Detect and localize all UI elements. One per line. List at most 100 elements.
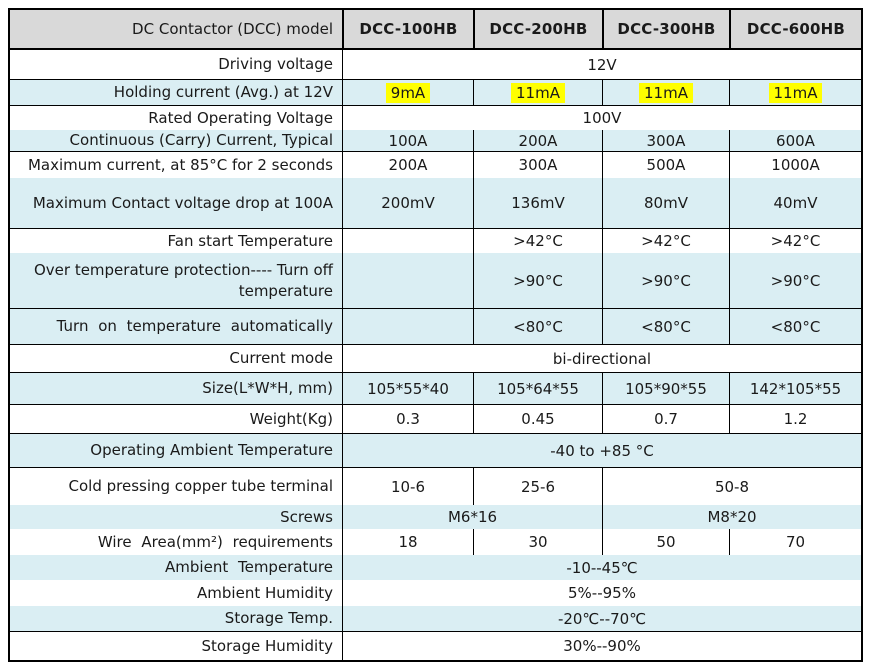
row-label: Wire Area(mm²) requirements <box>97 532 333 551</box>
highlighted-value: 11mA <box>639 82 693 103</box>
row-value-span: -20℃--70℃ <box>342 606 861 631</box>
row-cell: 1.2 <box>729 405 861 433</box>
highlighted-value: 9mA <box>385 82 431 103</box>
table-row-current-mode: Current mode bi-directional <box>10 345 861 373</box>
table-row-storage-temp: Storage Temp. -20℃--70℃ <box>10 606 861 632</box>
row-cell: 9mA <box>342 80 473 105</box>
table-row-weight: Weight(Kg) 0.3 0.45 0.7 1.2 <box>10 405 861 434</box>
row-label: Driving voltage <box>218 55 333 74</box>
table-row-fan-start-temperature: Fan start Temperature >42°C >42°C >42°C <box>10 229 861 253</box>
row-cell: >90°C <box>473 253 602 308</box>
row-cell: <80°C <box>602 309 729 344</box>
row-cell: 25-6 <box>473 468 602 505</box>
table-row-holding-current: Holding current (Avg.) at 12V 9mA 11mA 1… <box>10 80 861 106</box>
table-row-maximum-current: Maximum current, at 85°C for 2 seconds 2… <box>10 152 861 178</box>
row-label: Maximum current, at 85°C for 2 seconds <box>27 155 333 174</box>
table-row-operating-ambient-temp: Operating Ambient Temperature -40 to +85… <box>10 434 861 468</box>
header-dcc-100hb: DCC-100HB <box>342 10 473 48</box>
table-row-screws: Screws M6*16 M8*20 <box>10 505 861 529</box>
row-cell-empty <box>342 229 473 253</box>
row-cell: 70 <box>729 529 861 555</box>
row-label: Maximum Contact voltage drop at 100A <box>32 193 333 212</box>
row-cell: 10-6 <box>342 468 473 505</box>
row-label: Storage Humidity <box>201 636 333 655</box>
row-label: Continuous (Carry) Current, Typical <box>69 131 333 150</box>
table-row-copper-tube-terminal: Cold pressing copper tube terminal 10-6 … <box>10 468 861 505</box>
row-cell: 105*55*40 <box>342 373 473 404</box>
table-row-turn-on-temperature: Turn on temperature automatically <80°C … <box>10 309 861 345</box>
row-cell: 200A <box>473 130 602 151</box>
table-row-storage-humidity: Storage Humidity 30%--90% <box>10 632 861 660</box>
row-cell: 200A <box>342 152 473 178</box>
row-cell-span: M8*20 <box>602 505 861 529</box>
row-cell: 80mV <box>602 178 729 228</box>
row-cell: 500A <box>602 152 729 178</box>
row-cell: 136mV <box>473 178 602 228</box>
row-label: Cold pressing copper tube terminal <box>68 477 334 496</box>
row-label: Holding current (Avg.) at 12V <box>113 83 333 102</box>
row-cell: 11mA <box>729 80 861 105</box>
row-cell: <80°C <box>729 309 861 344</box>
row-cell: 11mA <box>473 80 602 105</box>
row-cell: 600A <box>729 130 861 151</box>
header-dcc-300hb: DCC-300HB <box>602 10 729 48</box>
row-value-span: 5%--95% <box>342 580 861 606</box>
row-label: Ambient Temperature <box>165 558 333 577</box>
row-cell: <80°C <box>473 309 602 344</box>
dcc-spec-table: DC Contactor (DCC) model DCC-100HB DCC-2… <box>8 8 863 662</box>
row-label: Current mode <box>229 349 333 368</box>
row-cell: 18 <box>342 529 473 555</box>
table-row-ambient-humidity: Ambient Humidity 5%--95% <box>10 580 861 606</box>
row-label: Screws <box>280 507 333 526</box>
row-cell: 1000A <box>729 152 861 178</box>
row-label: Fan start Temperature <box>167 231 333 250</box>
row-cell: >42°C <box>602 229 729 253</box>
row-value-span: 30%--90% <box>342 632 861 660</box>
row-cell: 11mA <box>602 80 729 105</box>
highlighted-value: 11mA <box>511 82 565 103</box>
table-row-size: Size(L*W*H, mm) 105*55*40 105*64*55 105*… <box>10 373 861 405</box>
row-label: Operating Ambient Temperature <box>90 441 333 460</box>
row-value-span: 12V <box>342 50 861 79</box>
row-cell-span: M6*16 <box>342 505 602 529</box>
table-row-continuous-current: Continuous (Carry) Current, Typical 100A… <box>10 130 861 152</box>
row-cell: 30 <box>473 529 602 555</box>
row-cell: 50 <box>602 529 729 555</box>
row-cell: >90°C <box>602 253 729 308</box>
table-row-rated-voltage: Rated Operating Voltage 100V <box>10 106 861 130</box>
row-cell: 0.7 <box>602 405 729 433</box>
header-model-label: DC Contactor (DCC) model <box>132 19 333 38</box>
row-cell: >42°C <box>473 229 602 253</box>
row-label: Storage Temp. <box>224 609 333 628</box>
row-cell: 40mV <box>729 178 861 228</box>
row-value-span: 100V <box>342 106 861 130</box>
row-cell: 300A <box>602 130 729 151</box>
row-label: Over temperature protection---- Turn off… <box>33 261 333 300</box>
row-cell: >90°C <box>729 253 861 308</box>
row-cell: 0.45 <box>473 405 602 433</box>
table-header-row: DC Contactor (DCC) model DCC-100HB DCC-2… <box>10 10 861 50</box>
row-cell-empty <box>342 309 473 344</box>
table-row-contact-voltage-drop: Maximum Contact voltage drop at 100A 200… <box>10 178 861 229</box>
row-cell: 105*64*55 <box>473 373 602 404</box>
row-cell: 300A <box>473 152 602 178</box>
row-label: Size(L*W*H, mm) <box>202 379 333 398</box>
row-cell-empty <box>342 253 473 308</box>
row-cell: 105*90*55 <box>602 373 729 404</box>
row-cell: 0.3 <box>342 405 473 433</box>
row-cell-span: 50-8 <box>602 468 861 505</box>
row-label: Ambient Humidity <box>197 583 333 602</box>
highlighted-value: 11mA <box>768 82 823 103</box>
header-dcc-600hb: DCC-600HB <box>729 10 861 48</box>
row-label: Rated Operating Voltage <box>148 108 333 127</box>
row-cell: 100A <box>342 130 473 151</box>
row-value-span: -10--45℃ <box>342 555 861 580</box>
row-cell: >42°C <box>729 229 861 253</box>
row-value-span: bi-directional <box>342 345 861 372</box>
row-value-span: -40 to +85 °C <box>342 434 861 467</box>
table-row-driving-voltage: Driving voltage 12V <box>10 50 861 80</box>
row-label: Turn on temperature automatically <box>56 317 333 336</box>
table-row-over-temp-protection: Over temperature protection---- Turn off… <box>10 253 861 309</box>
row-cell: 200mV <box>342 178 473 228</box>
table-row-wire-area: Wire Area(mm²) requirements 18 30 50 70 <box>10 529 861 555</box>
